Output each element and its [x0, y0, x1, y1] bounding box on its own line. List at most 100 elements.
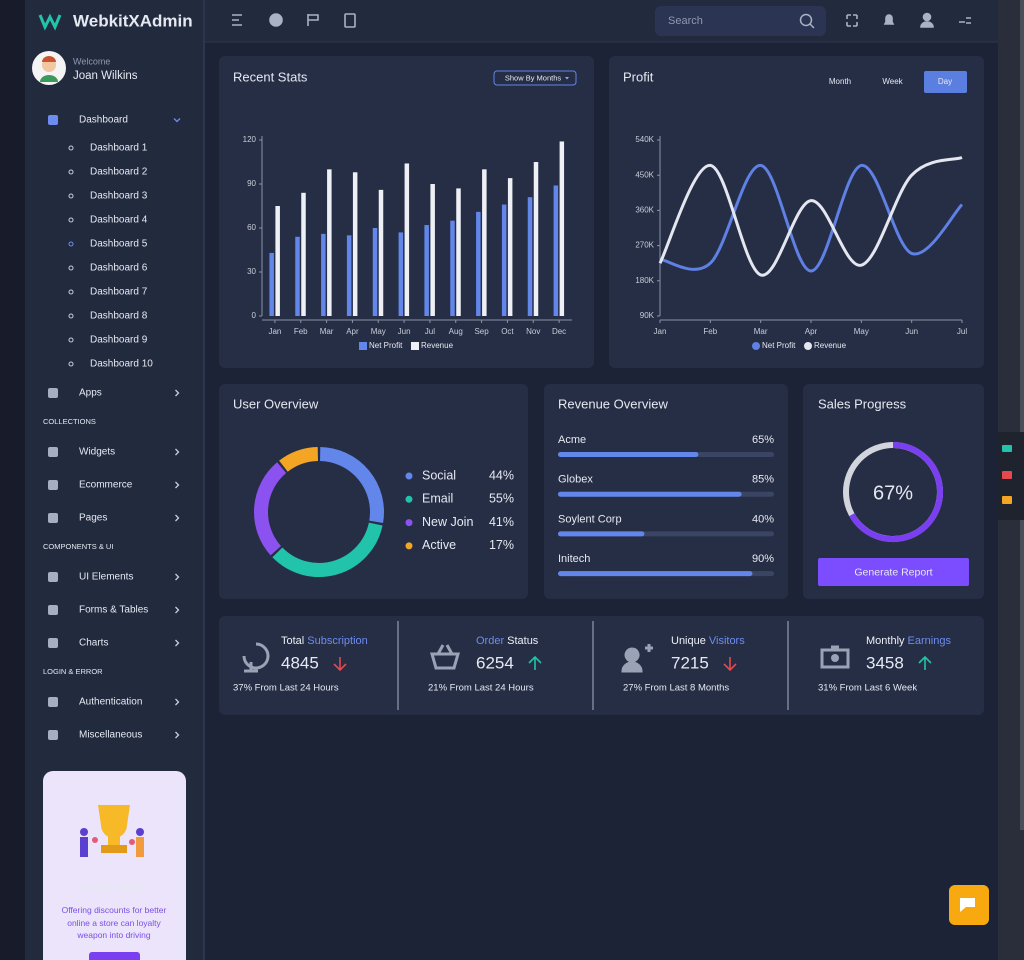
bar [346, 235, 352, 316]
stat-title-part: Monthly [866, 635, 905, 647]
tab[interactable]: Day [938, 77, 952, 86]
stat-title-part: Unique [671, 635, 706, 647]
filter-dropdown[interactable] [493, 70, 577, 86]
menu-item[interactable]: Authentication [79, 697, 142, 708]
menu-item[interactable]: Forms & Tables [79, 605, 148, 616]
profit-card [609, 56, 984, 368]
y-tick-label: 360K [635, 206, 654, 215]
progress-label: Soylent Corp [558, 513, 622, 525]
card-title: Recent Stats [233, 69, 308, 84]
progress-value: 65% [752, 434, 774, 446]
submenu-bullet [68, 313, 74, 319]
donut-segment [319, 447, 384, 523]
chat-icon[interactable] [269, 13, 283, 27]
menu-item[interactable]: Miscellaneous [79, 730, 142, 741]
stat-icon [242, 642, 270, 673]
toolbar-icon[interactable] [1002, 496, 1012, 504]
legend-marker [405, 519, 413, 527]
card-title: Revenue Overview [558, 396, 668, 411]
stat-title: Monthly Earnings [866, 635, 951, 647]
menu-heading: COMPONENTS & UI [43, 542, 113, 551]
brand-name: WebkitXAdmin [73, 11, 193, 30]
bar [372, 228, 378, 316]
chevron [175, 481, 180, 489]
bar [321, 233, 326, 316]
menu-icon[interactable] [232, 14, 242, 26]
menu-item[interactable]: Ecommerce [79, 480, 133, 491]
fullscreen-icon[interactable] [846, 14, 858, 27]
profile-icon-body [920, 21, 934, 28]
stat-title-part: Visitors [709, 635, 745, 647]
submenu-item[interactable]: Dashboard 2 [90, 167, 148, 178]
menu-icon [48, 638, 58, 648]
bar [378, 189, 384, 316]
menu-item[interactable]: UI Elements [79, 572, 133, 583]
sidebar-border [203, 0, 205, 960]
x-tick-label: Jun [905, 327, 918, 336]
stat-value: 7215 [671, 653, 709, 672]
toolbar-icon[interactable] [1002, 471, 1012, 479]
submenu-item[interactable]: Dashboard 8 [90, 311, 148, 322]
submenu-item[interactable]: Dashboard 6 [90, 263, 148, 274]
profile-icon[interactable] [922, 12, 932, 22]
stat-value: 3458 [866, 653, 904, 672]
submenu-item[interactable]: Dashboard 9 [90, 335, 148, 346]
submenu-item[interactable]: Dashboard 1 [90, 143, 148, 154]
stat-title-part: Earnings [908, 635, 952, 647]
progress-label: Acme [558, 434, 586, 446]
clipboard-icon[interactable] [344, 13, 356, 28]
chevron [175, 639, 180, 647]
left-strip [0, 0, 25, 960]
generate-report-button[interactable] [818, 558, 969, 586]
legend-value: 41% [489, 515, 514, 529]
submenu-item[interactable]: Dashboard 7 [90, 287, 148, 298]
chevron [175, 514, 180, 522]
bar [527, 197, 533, 316]
promo-button[interactable] [89, 952, 140, 960]
y-tick-label: 120 [243, 135, 257, 144]
ring-label: 67% [873, 482, 913, 504]
chat-button-icon [960, 898, 975, 912]
bar [327, 169, 332, 316]
legend-label: Active [422, 538, 456, 552]
chevron [175, 698, 180, 706]
menu-item[interactable]: Widgets [79, 447, 115, 458]
tab[interactable]: Week [882, 77, 903, 86]
stats-dividers [397, 621, 789, 710]
y-tick-label: 90 [247, 179, 256, 188]
stats-card [219, 616, 984, 715]
bar [450, 220, 455, 316]
menu-item[interactable]: Pages [79, 513, 107, 524]
legend-value: 44% [489, 468, 514, 482]
card-title: Profit [623, 69, 654, 84]
progress-label: Initech [558, 553, 590, 565]
menu-icon [48, 697, 58, 707]
settings-icon[interactable] [959, 17, 971, 24]
bell-icon[interactable] [883, 14, 895, 25]
submenu-item[interactable]: Dashboard 3 [90, 191, 148, 202]
chevron [175, 731, 180, 739]
donut-segment [254, 462, 287, 556]
submenu-item[interactable]: Dashboard 4 [90, 215, 148, 226]
bar [553, 185, 559, 316]
promo-illustration [80, 805, 144, 857]
menu-item[interactable]: Dashboard [79, 115, 128, 126]
menu-item[interactable]: Apps [79, 388, 102, 399]
toolbar-icon[interactable] [1002, 445, 1012, 452]
stat-title: Total Subscription [281, 635, 368, 647]
submenu-item[interactable]: Dashboard 5 [90, 239, 148, 250]
legend-marker [411, 342, 419, 350]
sales-progress-card [803, 384, 984, 599]
search-box[interactable] [655, 6, 826, 36]
stat-icon [430, 644, 460, 670]
search-icon[interactable] [799, 13, 813, 27]
x-tick-label: Jul [425, 327, 435, 336]
bar [404, 163, 410, 316]
x-tick-label: Apr [346, 327, 359, 336]
flag-icon[interactable] [307, 14, 319, 26]
menu-item[interactable]: Charts [79, 638, 108, 649]
submenu-item[interactable]: Dashboard 10 [90, 359, 153, 370]
tab[interactable]: Month [829, 77, 851, 86]
progress-label: Globex [558, 474, 593, 486]
